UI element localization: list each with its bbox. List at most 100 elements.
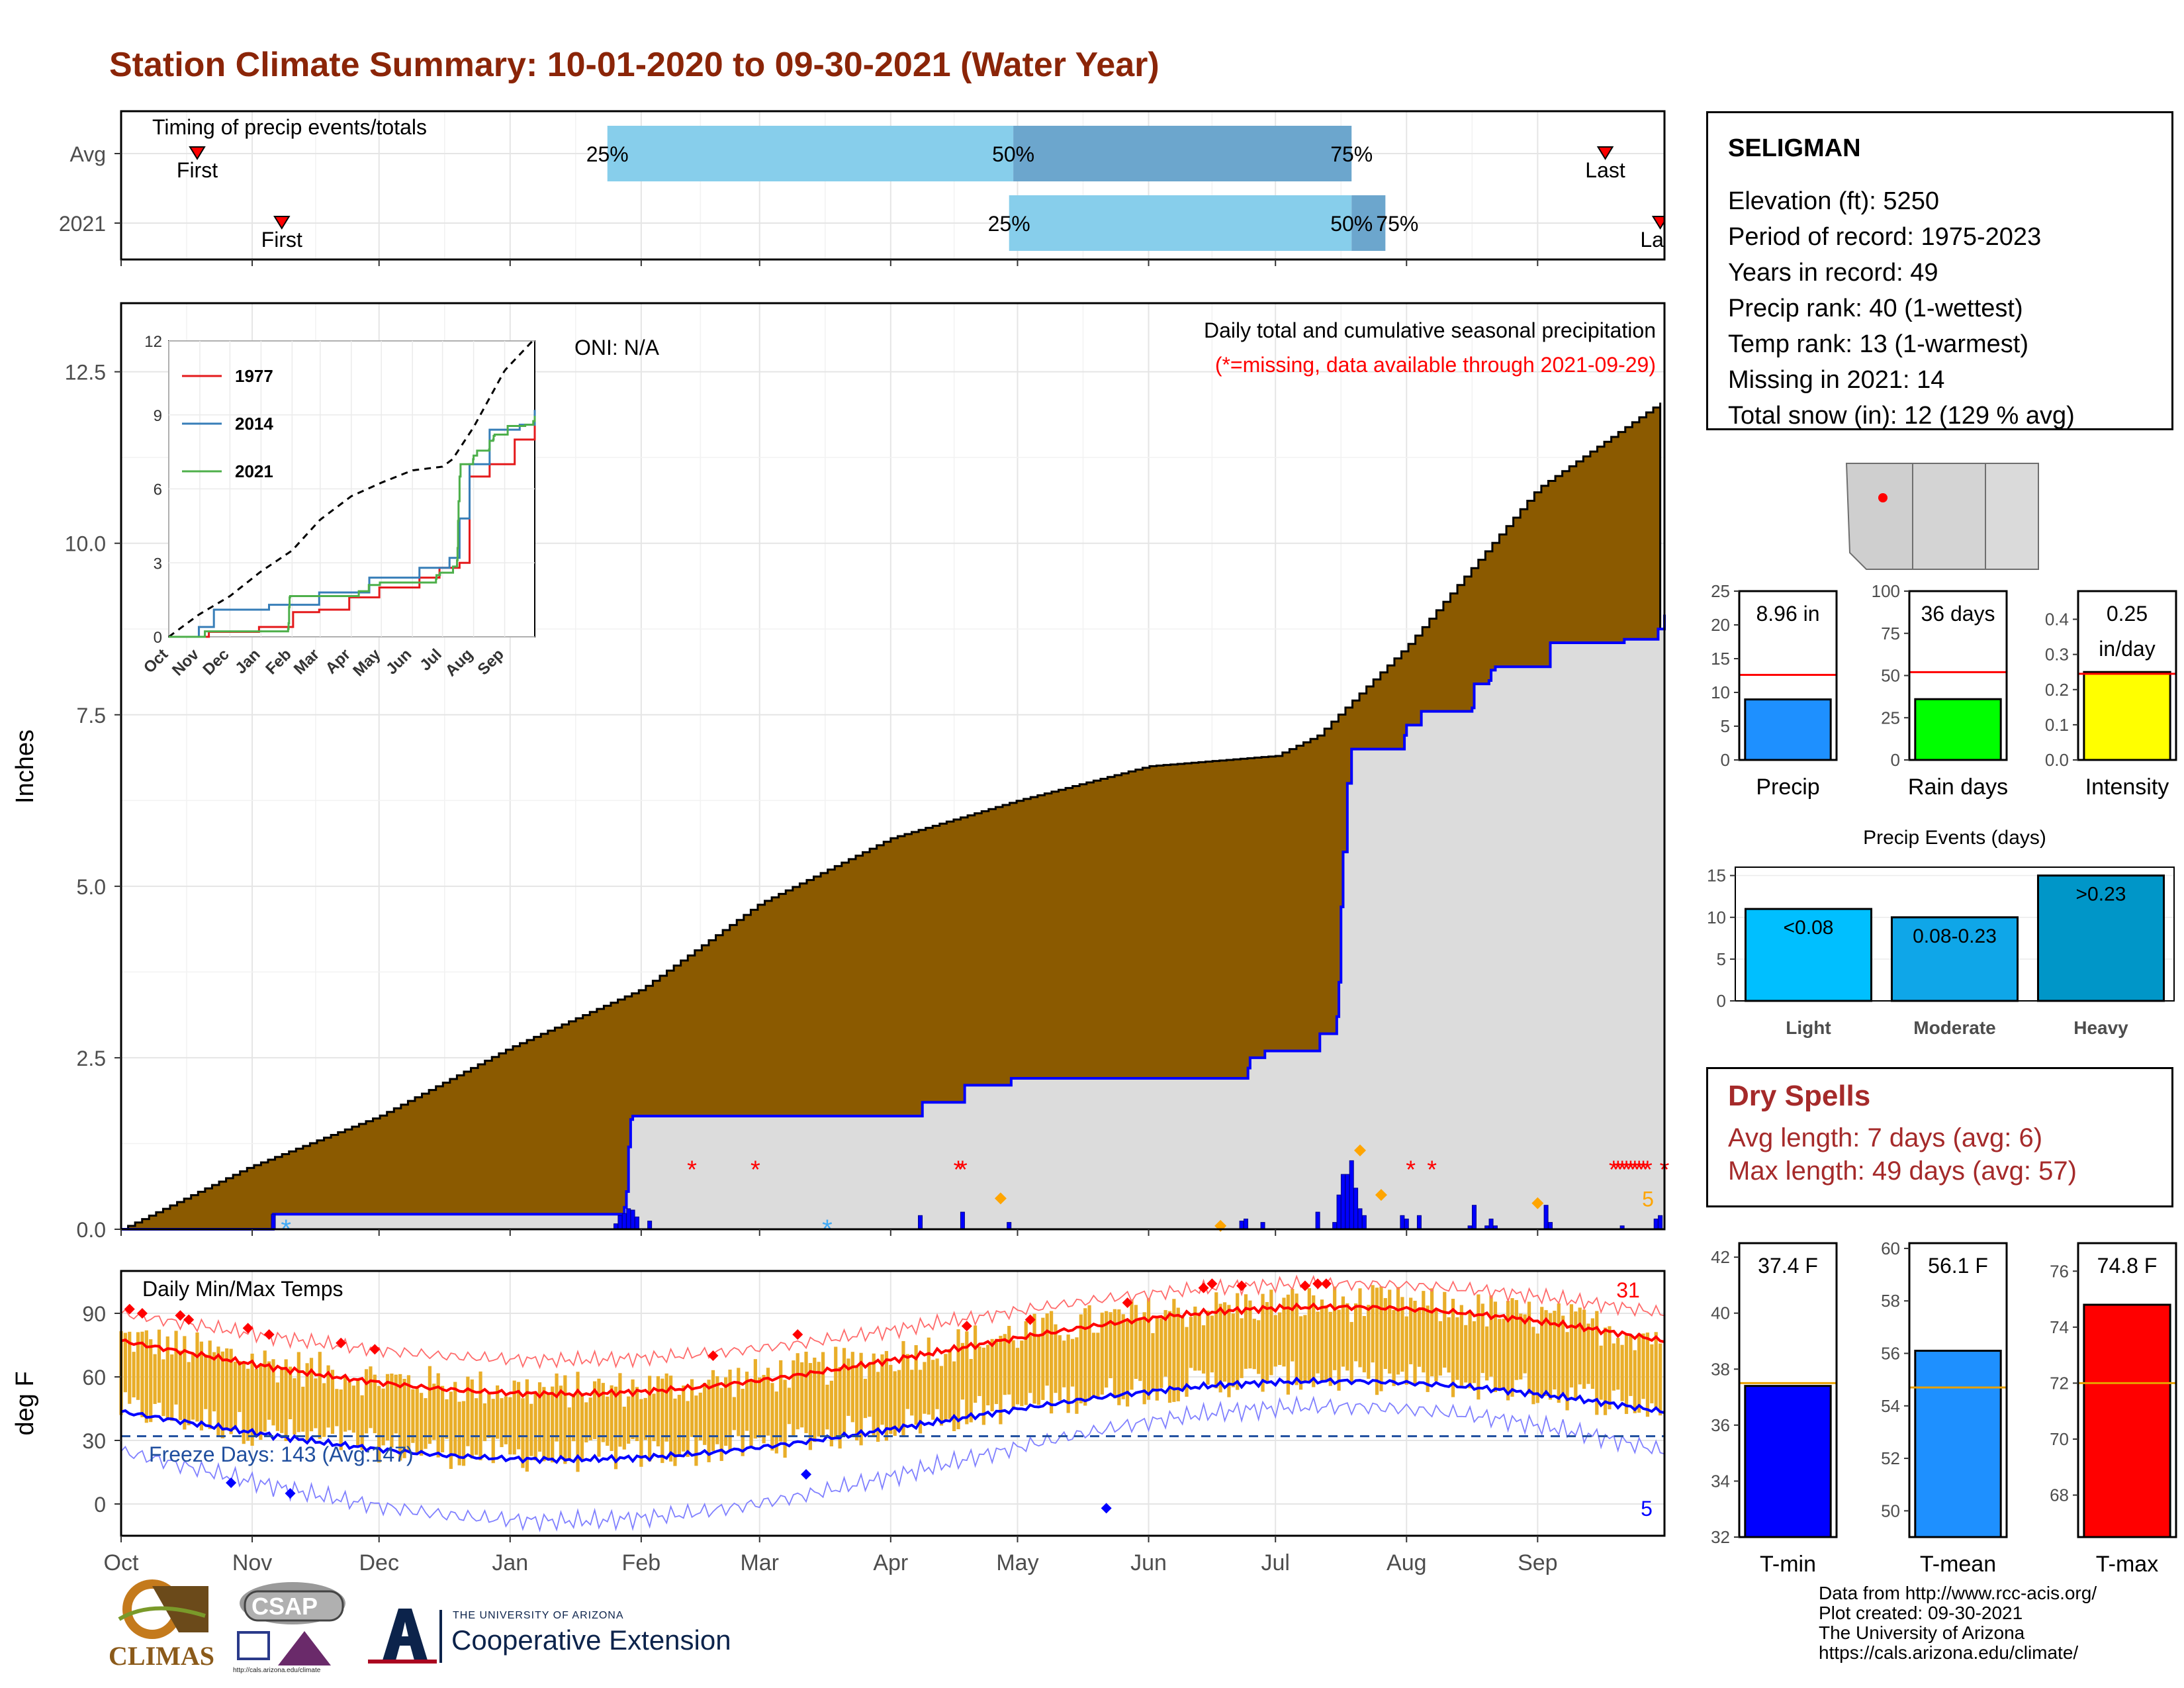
precip-daily-bar [1332, 1222, 1338, 1230]
temps-daily-bar [1434, 1308, 1438, 1382]
ua-logo [363, 1602, 442, 1668]
temps-daily-bar [1201, 1325, 1206, 1374]
temps-daily-bar [1257, 1320, 1261, 1374]
temps-daily-bar [923, 1362, 927, 1414]
tmax-chart-category-label: T-max [2096, 1552, 2158, 1577]
temps-daily-bar [1527, 1301, 1531, 1394]
timing-label-25: 25% [586, 142, 629, 166]
precip-daily-bar [630, 1209, 635, 1230]
intensity-chart-value-label2: in/day [2099, 637, 2155, 661]
temps-daily-bar [1134, 1305, 1138, 1380]
precip-total-chart-category-label: Precip [1756, 774, 1819, 800]
temps-daily-bar [394, 1374, 398, 1434]
tmin-chart-y-tick-label: 40 [1711, 1303, 1730, 1323]
temps-daily-bar [1295, 1293, 1298, 1385]
temps-daily-bar [1637, 1333, 1641, 1413]
temps-daily-bar [813, 1357, 817, 1442]
tmean-chart-y-tick-label: 58 [1881, 1291, 1900, 1311]
temps-record-min-line [120, 1395, 1665, 1532]
temps-daily-bar [233, 1361, 238, 1430]
temps-daily-bar [914, 1345, 918, 1425]
temps-record-high-marker [1024, 1314, 1036, 1325]
temps-panel: Daily Min/Max Temps Freeze Days: 143 (Avg… [11, 1270, 1666, 1575]
temps-daily-bar [1015, 1348, 1020, 1405]
ua-a-mark [368, 1609, 437, 1664]
temps-daily-bar [1252, 1319, 1256, 1370]
temps-daily-bar [910, 1370, 914, 1416]
temps-daily-bar [195, 1332, 199, 1422]
temps-daily-bar [1096, 1333, 1100, 1398]
rain-days-chart-value-label: 36 days [1921, 602, 1995, 626]
temps-record-high-marker [792, 1329, 803, 1340]
tmin-chart-border [1738, 1242, 1838, 1538]
temps-daily-bar [1375, 1288, 1379, 1395]
temps-daily-bar [999, 1335, 1003, 1425]
temps-daily-bar [1146, 1297, 1151, 1400]
temps-daily-bar [737, 1368, 741, 1436]
temps-daily-bar [1383, 1297, 1387, 1370]
tmean-chart-border [1908, 1242, 2008, 1538]
map-arizona [1845, 463, 1913, 570]
temps-daily-bar [1502, 1319, 1506, 1389]
temps-daily-bar [606, 1396, 610, 1446]
tmean-chart-category-label: T-mean [1920, 1552, 1996, 1577]
precip-daily-bar [1239, 1221, 1244, 1230]
temps-daily-bar [271, 1359, 275, 1426]
temps-daily-bar [559, 1385, 563, 1460]
temps-daily-bar [1269, 1289, 1273, 1376]
temps-daily-bar [496, 1385, 500, 1439]
intensity-chart-y-tick-label: 0.2 [2045, 680, 2069, 700]
temps-x-tick-label: Nov [232, 1550, 272, 1575]
temps-daily-bar [144, 1330, 148, 1423]
rain-days-chart-y-tick-label: 100 [1872, 581, 1900, 601]
temps-daily-bar [1206, 1310, 1210, 1385]
temps-daily-bar [1032, 1313, 1036, 1404]
temps-daily-bar [199, 1341, 203, 1430]
temps-daily-bar [1138, 1317, 1142, 1382]
temps-daily-bar [783, 1380, 787, 1458]
temps-record-high-marker [1299, 1280, 1310, 1291]
ua-divider [439, 1610, 442, 1663]
tmin-chart-y-tick-label: 34 [1711, 1471, 1730, 1491]
timing-panel-border [120, 110, 1666, 261]
inset-line-2014 [169, 410, 536, 638]
temps-daily-bar [516, 1382, 521, 1450]
climas-logo-graphic [118, 1579, 208, 1639]
temps-daily-bar [893, 1371, 897, 1436]
precip-events-border [1735, 867, 2175, 1002]
temps-x-tick-label: Jun [1130, 1550, 1167, 1575]
map-texas [1985, 463, 2039, 570]
precip-total-chart-y-tick-label: 15 [1711, 649, 1730, 669]
tmin-chart-category-label: T-min [1760, 1552, 1816, 1577]
temps-record-high-marker [961, 1321, 972, 1332]
temps-daily-bar [487, 1393, 491, 1438]
precip-daily-bar [1361, 1215, 1367, 1230]
temps-daily-bar [859, 1352, 863, 1446]
precip-2021-cumulative-line [121, 614, 1666, 1231]
temps-daily-bar [1650, 1344, 1654, 1403]
precip-missing-marker: * [1634, 1156, 1644, 1184]
precip-avg-cumulative-area [121, 402, 1662, 1231]
temps-daily-bar [132, 1352, 136, 1397]
temps-daily-bar [466, 1376, 470, 1446]
temps-daily-bar [614, 1386, 618, 1470]
temps-daily-bar [931, 1360, 935, 1420]
tmean-chart-y-tick-label: 56 [1881, 1344, 1900, 1364]
temps-daily-bar [263, 1350, 267, 1432]
temps-daily-bar [212, 1352, 216, 1412]
temps-daily-bar [1578, 1307, 1582, 1385]
temps-daily-bar [267, 1361, 271, 1420]
temps-daily-bar [1358, 1288, 1362, 1368]
temps-title: Daily Min/Max Temps [142, 1277, 343, 1301]
temps-daily-bar [1185, 1327, 1189, 1397]
temps-daily-bar [1193, 1306, 1197, 1371]
temps-daily-bar [500, 1398, 504, 1448]
temps-daily-bar [901, 1340, 905, 1438]
temps-daily-bar [440, 1385, 445, 1453]
temps-daily-bar [529, 1403, 533, 1456]
precip-legend-note: (*=missing, data available through 2021-… [1215, 353, 1656, 377]
temps-daily-bar [521, 1398, 525, 1468]
precip-total-chart-y-tick-label: 20 [1711, 615, 1730, 635]
temps-daily-bar [411, 1389, 415, 1443]
precip-y-tick-label: 5.0 [77, 875, 106, 899]
